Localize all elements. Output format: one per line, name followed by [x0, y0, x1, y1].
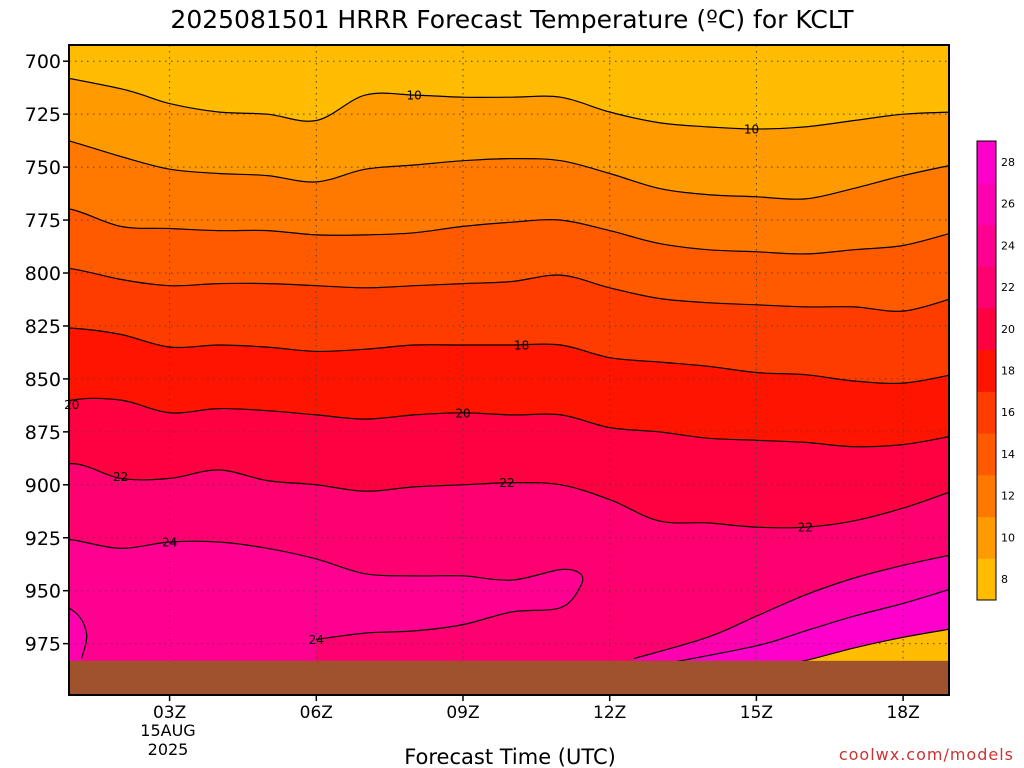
colorbar-swatch [977, 516, 996, 559]
y-tick-label: 925 [25, 528, 61, 550]
chart-title: 2025081501 HRRR Forecast Temperature (ºC… [170, 5, 854, 34]
x-axis: 03Z 06Z 09Z 12Z 15Z 18Z [153, 695, 920, 723]
y-tick-label: 700 [25, 51, 61, 73]
isotherm-label: 10 [744, 122, 759, 136]
colorbar-tick-label: 14 [1001, 448, 1015, 461]
colorbar-tick-label: 28 [1001, 156, 1015, 169]
isotherm-label: 22 [113, 470, 128, 484]
colorbar: 8 10 12 14 16 18 20 22 24 26 28 [976, 140, 1015, 601]
isotherm-16 [69, 267, 949, 312]
isotherm-28 [658, 588, 949, 666]
colorbar-swatch [977, 349, 996, 392]
isotherm-18 [69, 327, 949, 385]
isotherm-label: 24 [162, 535, 177, 549]
isotherm-24 [69, 538, 584, 640]
y-axis: 700 725 750 775 800 825 850 875 900 925 950 975 [25, 51, 69, 656]
plot-frame [68, 44, 950, 696]
x-tick-label: 06Z [300, 703, 333, 723]
colorbar-tick-label: 8 [1001, 573, 1008, 586]
colorbar-tick-label: 26 [1001, 198, 1015, 211]
isotherm-20 [69, 397, 949, 448]
y-tick-label: 750 [25, 157, 61, 179]
y-tick-label: 900 [25, 475, 61, 497]
y-tick-label: 825 [25, 316, 61, 338]
ground-surface-fill [69, 660, 949, 695]
y-tick-label: 775 [25, 210, 61, 232]
isotherm-label: 22 [798, 521, 813, 535]
colorbar-frame [976, 140, 997, 601]
isotherm-label: 20 [455, 406, 470, 420]
isotherm-10 [69, 77, 949, 130]
isotherm-14 [69, 208, 949, 255]
y-tick-label: 975 [25, 634, 61, 656]
colorbar-tick-label: 10 [1001, 531, 1015, 544]
y-tick-label: 725 [25, 104, 61, 126]
colorbar-tick-label: 24 [1001, 239, 1015, 252]
colorbar-tick-label: 12 [1001, 490, 1015, 503]
colorbar-tick-label: 18 [1001, 365, 1015, 378]
isotherm-label: 10 [406, 89, 421, 103]
isotherm-26 [633, 554, 949, 660]
temperature-band [69, 539, 583, 695]
colorbar-swatch [977, 182, 996, 225]
x-tick-label: 15Z [740, 703, 773, 723]
y-tick-label: 950 [25, 581, 61, 603]
colorbar-tick-label: 22 [1001, 281, 1015, 294]
isotherm-label: 22 [499, 476, 514, 490]
x-tick-label: 09Z [446, 703, 479, 723]
isotherm-label: 20 [64, 398, 79, 412]
x-tick-label: 03Z [153, 703, 186, 723]
colorbar-tick-label: 16 [1001, 406, 1015, 419]
isotherm-12 [69, 140, 949, 200]
colorbar-swatch [977, 224, 996, 267]
y-tick-label: 875 [25, 422, 61, 444]
ground-surface [69, 660, 949, 695]
isotherm-label: 18 [514, 339, 529, 353]
x-tick-label: 12Z [593, 703, 626, 723]
colorbar-swatch [977, 558, 996, 601]
x-year-label: 2025 [148, 740, 189, 759]
plot-grid [69, 45, 949, 695]
isotherm-26 [69, 607, 88, 659]
y-tick-label: 850 [25, 369, 61, 391]
isotherm-lines [69, 77, 949, 666]
source-credit: coolwx.com/models [839, 745, 1014, 764]
colorbar-swatch [977, 141, 996, 184]
colorbar-swatch [977, 433, 996, 476]
x-tick-label: 18Z [886, 703, 919, 723]
colorbar-swatch [977, 391, 996, 434]
isotherm-22 [69, 462, 949, 529]
temperature-bands [69, 45, 949, 695]
isotherm-label: 24 [309, 633, 324, 647]
isotherm-labels: 10 10 18 20 20 22 22 22 24 24 [64, 89, 813, 647]
colorbar-tick-label: 20 [1001, 323, 1015, 336]
colorbar-swatch [977, 307, 996, 351]
y-tick-label: 800 [25, 263, 61, 285]
x-axis-title: Forecast Time (UTC) [404, 745, 616, 768]
colorbar-swatch [977, 266, 996, 309]
x-date-label: 15AUG [140, 721, 195, 740]
colorbar-swatch [977, 474, 996, 518]
